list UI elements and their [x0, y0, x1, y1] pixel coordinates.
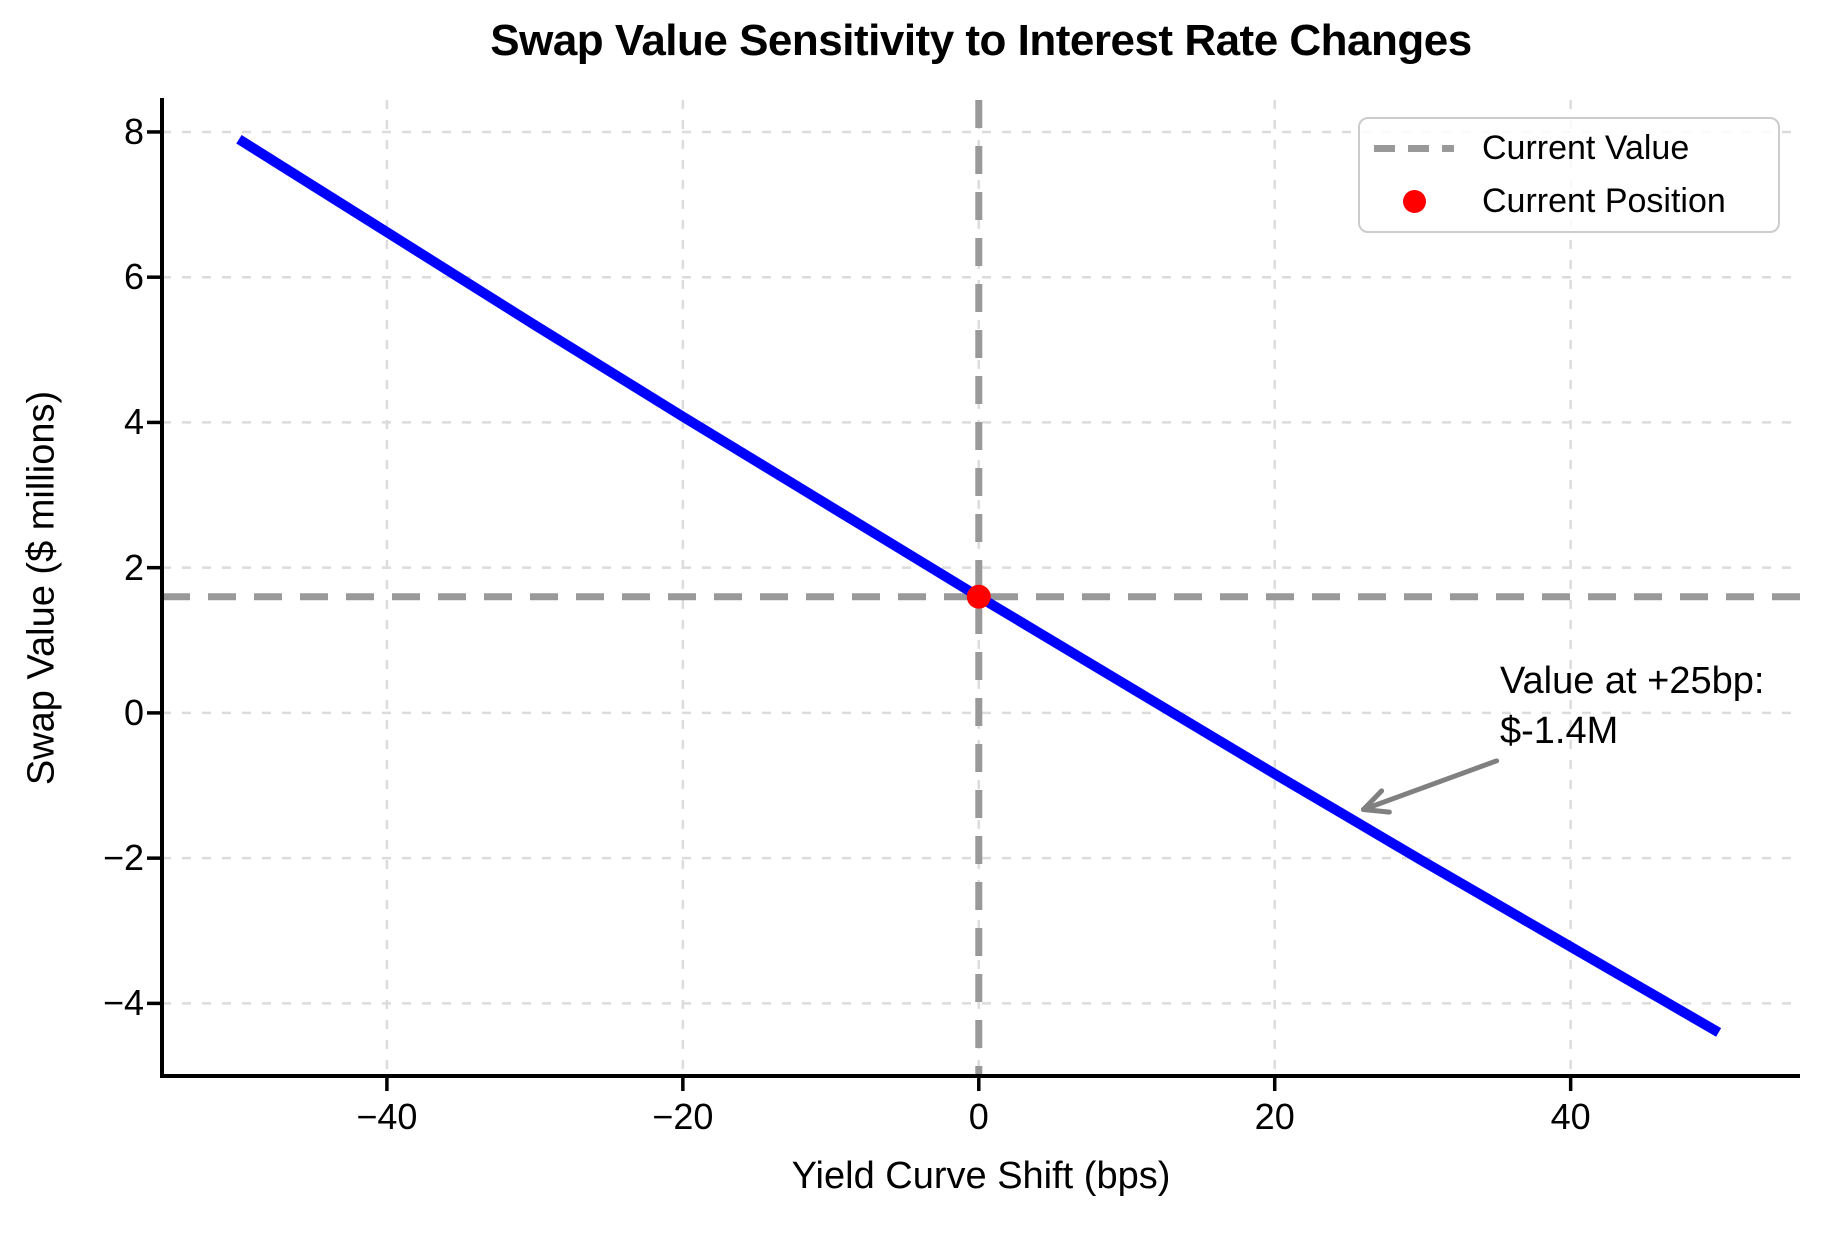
- y-tick-label: 4: [123, 401, 144, 443]
- annotation-arrow-head: [1360, 788, 1385, 812]
- y-tick-label: 2: [123, 546, 144, 588]
- x-tick-label: 20: [1254, 1096, 1295, 1137]
- x-axis-label: Yield Curve Shift (bps): [791, 1155, 1171, 1197]
- chart-title: Swap Value Sensitivity to Interest Rate …: [490, 16, 1472, 65]
- x-tick-label: 40: [1550, 1096, 1591, 1137]
- annotation-arrow-shaft: [1360, 758, 1500, 812]
- y-axis-label: Swap Value ($ millions): [20, 390, 63, 786]
- swap-value-curve: [236, 134, 1722, 1037]
- y-tick-label: −2: [102, 837, 144, 879]
- y-tick-label: 6: [123, 256, 144, 298]
- dashed-line-icon: [1374, 145, 1454, 152]
- annotation-value-at-25bp: Value at +25bp: $-1.4M: [1500, 656, 1764, 756]
- legend-entry-current-value: Current Value: [1374, 127, 1764, 170]
- legend-label: Current Value: [1482, 129, 1690, 167]
- legend-label: Current Position: [1482, 182, 1726, 220]
- x-tick-label: −40: [356, 1096, 418, 1137]
- annotation-line-1: Value at +25bp:: [1500, 660, 1765, 702]
- legend: Current Value Current Position: [1358, 117, 1780, 233]
- legend-entry-current-position: Current Position: [1374, 180, 1764, 223]
- x-tick-label: 0: [968, 1096, 989, 1137]
- y-tick-label: 8: [123, 110, 144, 152]
- current-position-marker: [966, 584, 991, 609]
- y-tick-label: 0: [123, 691, 144, 733]
- red-dot-icon: [1374, 190, 1454, 213]
- annotation-arrow-head: [1360, 806, 1392, 815]
- y-tick-label: −4: [102, 982, 144, 1024]
- x-tick-label: −20: [652, 1096, 714, 1137]
- annotation-line-2: $-1.4M: [1500, 710, 1619, 752]
